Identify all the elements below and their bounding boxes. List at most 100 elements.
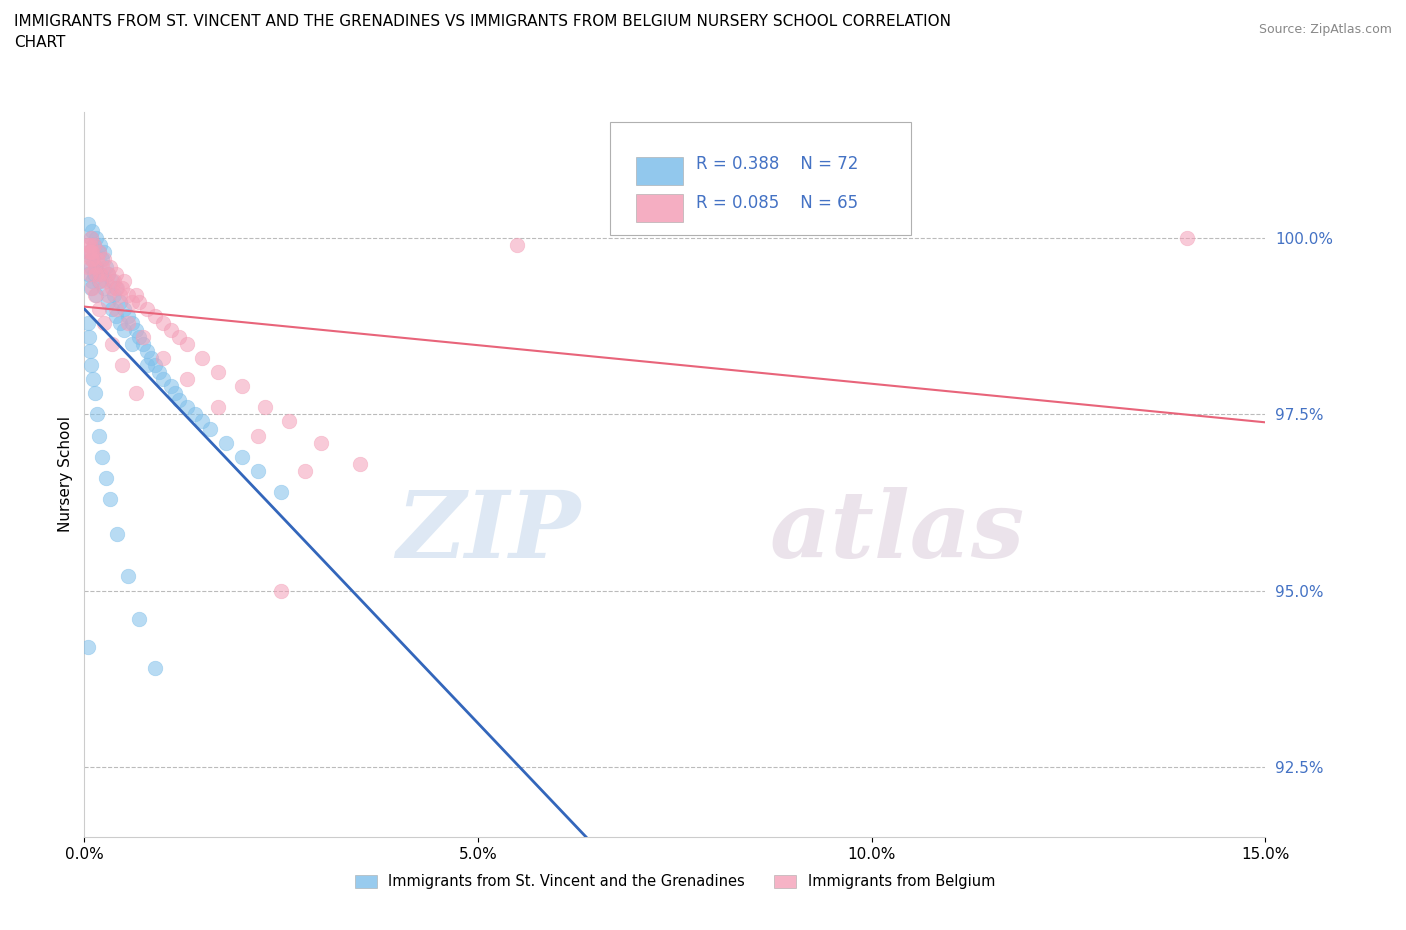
- Point: [136, 301, 159, 316]
- Point: [143, 358, 166, 373]
- Point: [83, 238, 105, 253]
- Point: [79, 266, 101, 281]
- Point: [200, 421, 222, 436]
- Point: [143, 309, 166, 324]
- Point: [160, 379, 183, 393]
- Point: [309, 435, 332, 450]
- Text: CHART: CHART: [14, 35, 66, 50]
- Point: [124, 287, 146, 302]
- Point: [141, 351, 163, 365]
- Point: [128, 294, 150, 309]
- Point: [128, 329, 150, 344]
- Legend: Immigrants from St. Vincent and the Grenadines, Immigrants from Belgium: Immigrants from St. Vincent and the Gren…: [349, 869, 1001, 895]
- Point: [176, 337, 198, 352]
- Point: [104, 301, 127, 316]
- Point: [82, 245, 104, 259]
- Point: [93, 315, 115, 330]
- Point: [117, 287, 139, 302]
- Text: IMMIGRANTS FROM ST. VINCENT AND THE GRENADINES VS IMMIGRANTS FROM BELGIUM NURSER: IMMIGRANTS FROM ST. VINCENT AND THE GREN…: [14, 14, 950, 29]
- Point: [79, 280, 101, 295]
- Point: [246, 463, 269, 478]
- Point: [89, 266, 111, 281]
- Point: [167, 392, 190, 407]
- Point: [207, 400, 229, 415]
- Point: [89, 266, 111, 281]
- Point: [77, 329, 100, 344]
- Point: [215, 435, 238, 450]
- Point: [176, 372, 198, 387]
- Point: [294, 463, 316, 478]
- Point: [84, 266, 107, 281]
- Point: [97, 287, 120, 302]
- Point: [349, 457, 371, 472]
- Point: [80, 358, 103, 373]
- Point: [79, 231, 101, 246]
- Point: [84, 231, 107, 246]
- Point: [77, 245, 100, 259]
- Point: [117, 309, 139, 324]
- Point: [83, 287, 105, 302]
- Point: [82, 252, 104, 267]
- Point: [96, 259, 118, 274]
- Point: [79, 245, 101, 259]
- Point: [111, 358, 134, 373]
- FancyBboxPatch shape: [610, 123, 911, 235]
- Point: [183, 407, 205, 422]
- Point: [152, 351, 174, 365]
- Point: [101, 273, 124, 288]
- Point: [103, 287, 125, 302]
- Point: [86, 407, 108, 422]
- Point: [77, 640, 100, 655]
- Y-axis label: Nursery School: Nursery School: [58, 417, 73, 532]
- Point: [107, 526, 129, 541]
- Point: [103, 273, 125, 288]
- Point: [98, 492, 121, 507]
- Point: [77, 259, 100, 274]
- Point: [112, 323, 135, 338]
- Point: [84, 287, 107, 302]
- Point: [191, 351, 214, 365]
- Point: [231, 379, 253, 393]
- Point: [91, 449, 114, 464]
- Point: [121, 294, 143, 309]
- Text: ZIP: ZIP: [396, 487, 581, 578]
- Point: [98, 259, 121, 274]
- Point: [79, 238, 101, 253]
- Point: [231, 449, 253, 464]
- Point: [107, 280, 129, 295]
- Point: [83, 266, 105, 281]
- Point: [132, 329, 155, 344]
- Point: [152, 315, 174, 330]
- Point: [176, 400, 198, 415]
- Point: [80, 252, 103, 267]
- Point: [112, 273, 135, 288]
- Point: [124, 323, 146, 338]
- Point: [93, 280, 115, 295]
- Point: [152, 372, 174, 387]
- Point: [132, 337, 155, 352]
- Point: [96, 273, 118, 288]
- Point: [207, 365, 229, 379]
- Point: [87, 245, 110, 259]
- Point: [1175, 231, 1198, 246]
- Point: [117, 569, 139, 584]
- Point: [77, 217, 100, 232]
- Point: [77, 266, 100, 281]
- Point: [89, 273, 111, 288]
- Point: [82, 224, 104, 239]
- Point: [79, 343, 101, 358]
- Point: [101, 301, 124, 316]
- Point: [83, 386, 105, 401]
- Point: [143, 660, 166, 675]
- Point: [270, 485, 292, 499]
- Point: [101, 337, 124, 352]
- Point: [104, 266, 127, 281]
- Point: [124, 386, 146, 401]
- Point: [79, 231, 101, 246]
- Point: [104, 280, 127, 295]
- Point: [86, 252, 108, 267]
- Point: [97, 266, 120, 281]
- Point: [108, 315, 131, 330]
- Point: [163, 386, 186, 401]
- Text: R = 0.085    N = 65: R = 0.085 N = 65: [696, 194, 858, 212]
